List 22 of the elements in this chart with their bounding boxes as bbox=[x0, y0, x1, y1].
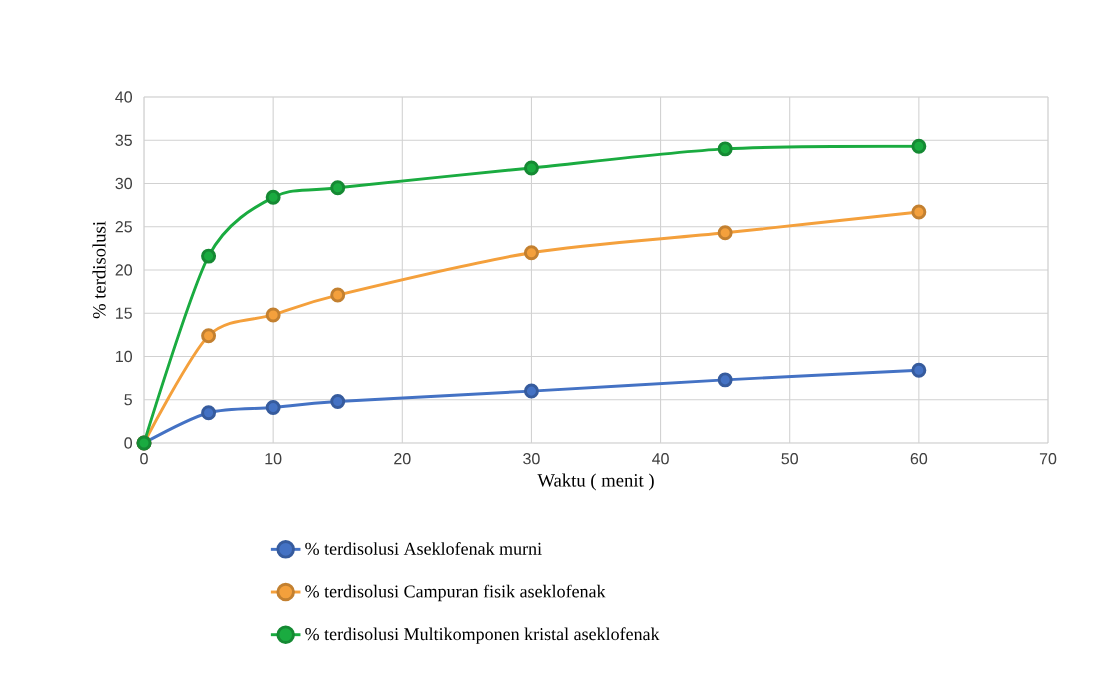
y-tick-label: 25 bbox=[115, 221, 132, 233]
x-tick-label: 50 bbox=[781, 453, 798, 465]
x-tick-label: 30 bbox=[523, 453, 540, 465]
y-tick-label: 40 bbox=[115, 91, 133, 103]
x-tick-label: 60 bbox=[910, 453, 928, 465]
y-tick-label: 0 bbox=[124, 437, 133, 449]
x-tick-label: 0 bbox=[140, 453, 148, 465]
x-tick-label: 10 bbox=[265, 453, 282, 465]
y-tick-label: 15 bbox=[116, 307, 132, 319]
y-tick-label: 5 bbox=[124, 394, 132, 406]
y-axis-title: % terdisolusi bbox=[92, 221, 106, 319]
y-tick-label: 20 bbox=[115, 264, 133, 276]
y-tick-label: 10 bbox=[116, 350, 133, 363]
y-tick-label: 30 bbox=[115, 177, 133, 190]
x-tick-label: 70 bbox=[1039, 453, 1057, 465]
legend-label: % terdisolusi Multikomponen kristal aseklofenak bbox=[305, 627, 660, 644]
x-tick-label: 20 bbox=[394, 453, 411, 465]
legend-label: % terdisolusi Campuran fisik aseklofenak bbox=[305, 584, 606, 602]
y-tick-label: 35 bbox=[115, 134, 132, 146]
legend-label: % terdisolusi Aseklofenak murni bbox=[305, 542, 542, 555]
x-tick-label: 40 bbox=[652, 453, 669, 465]
x-axis-title: Waktu ( menit ) bbox=[537, 473, 654, 491]
